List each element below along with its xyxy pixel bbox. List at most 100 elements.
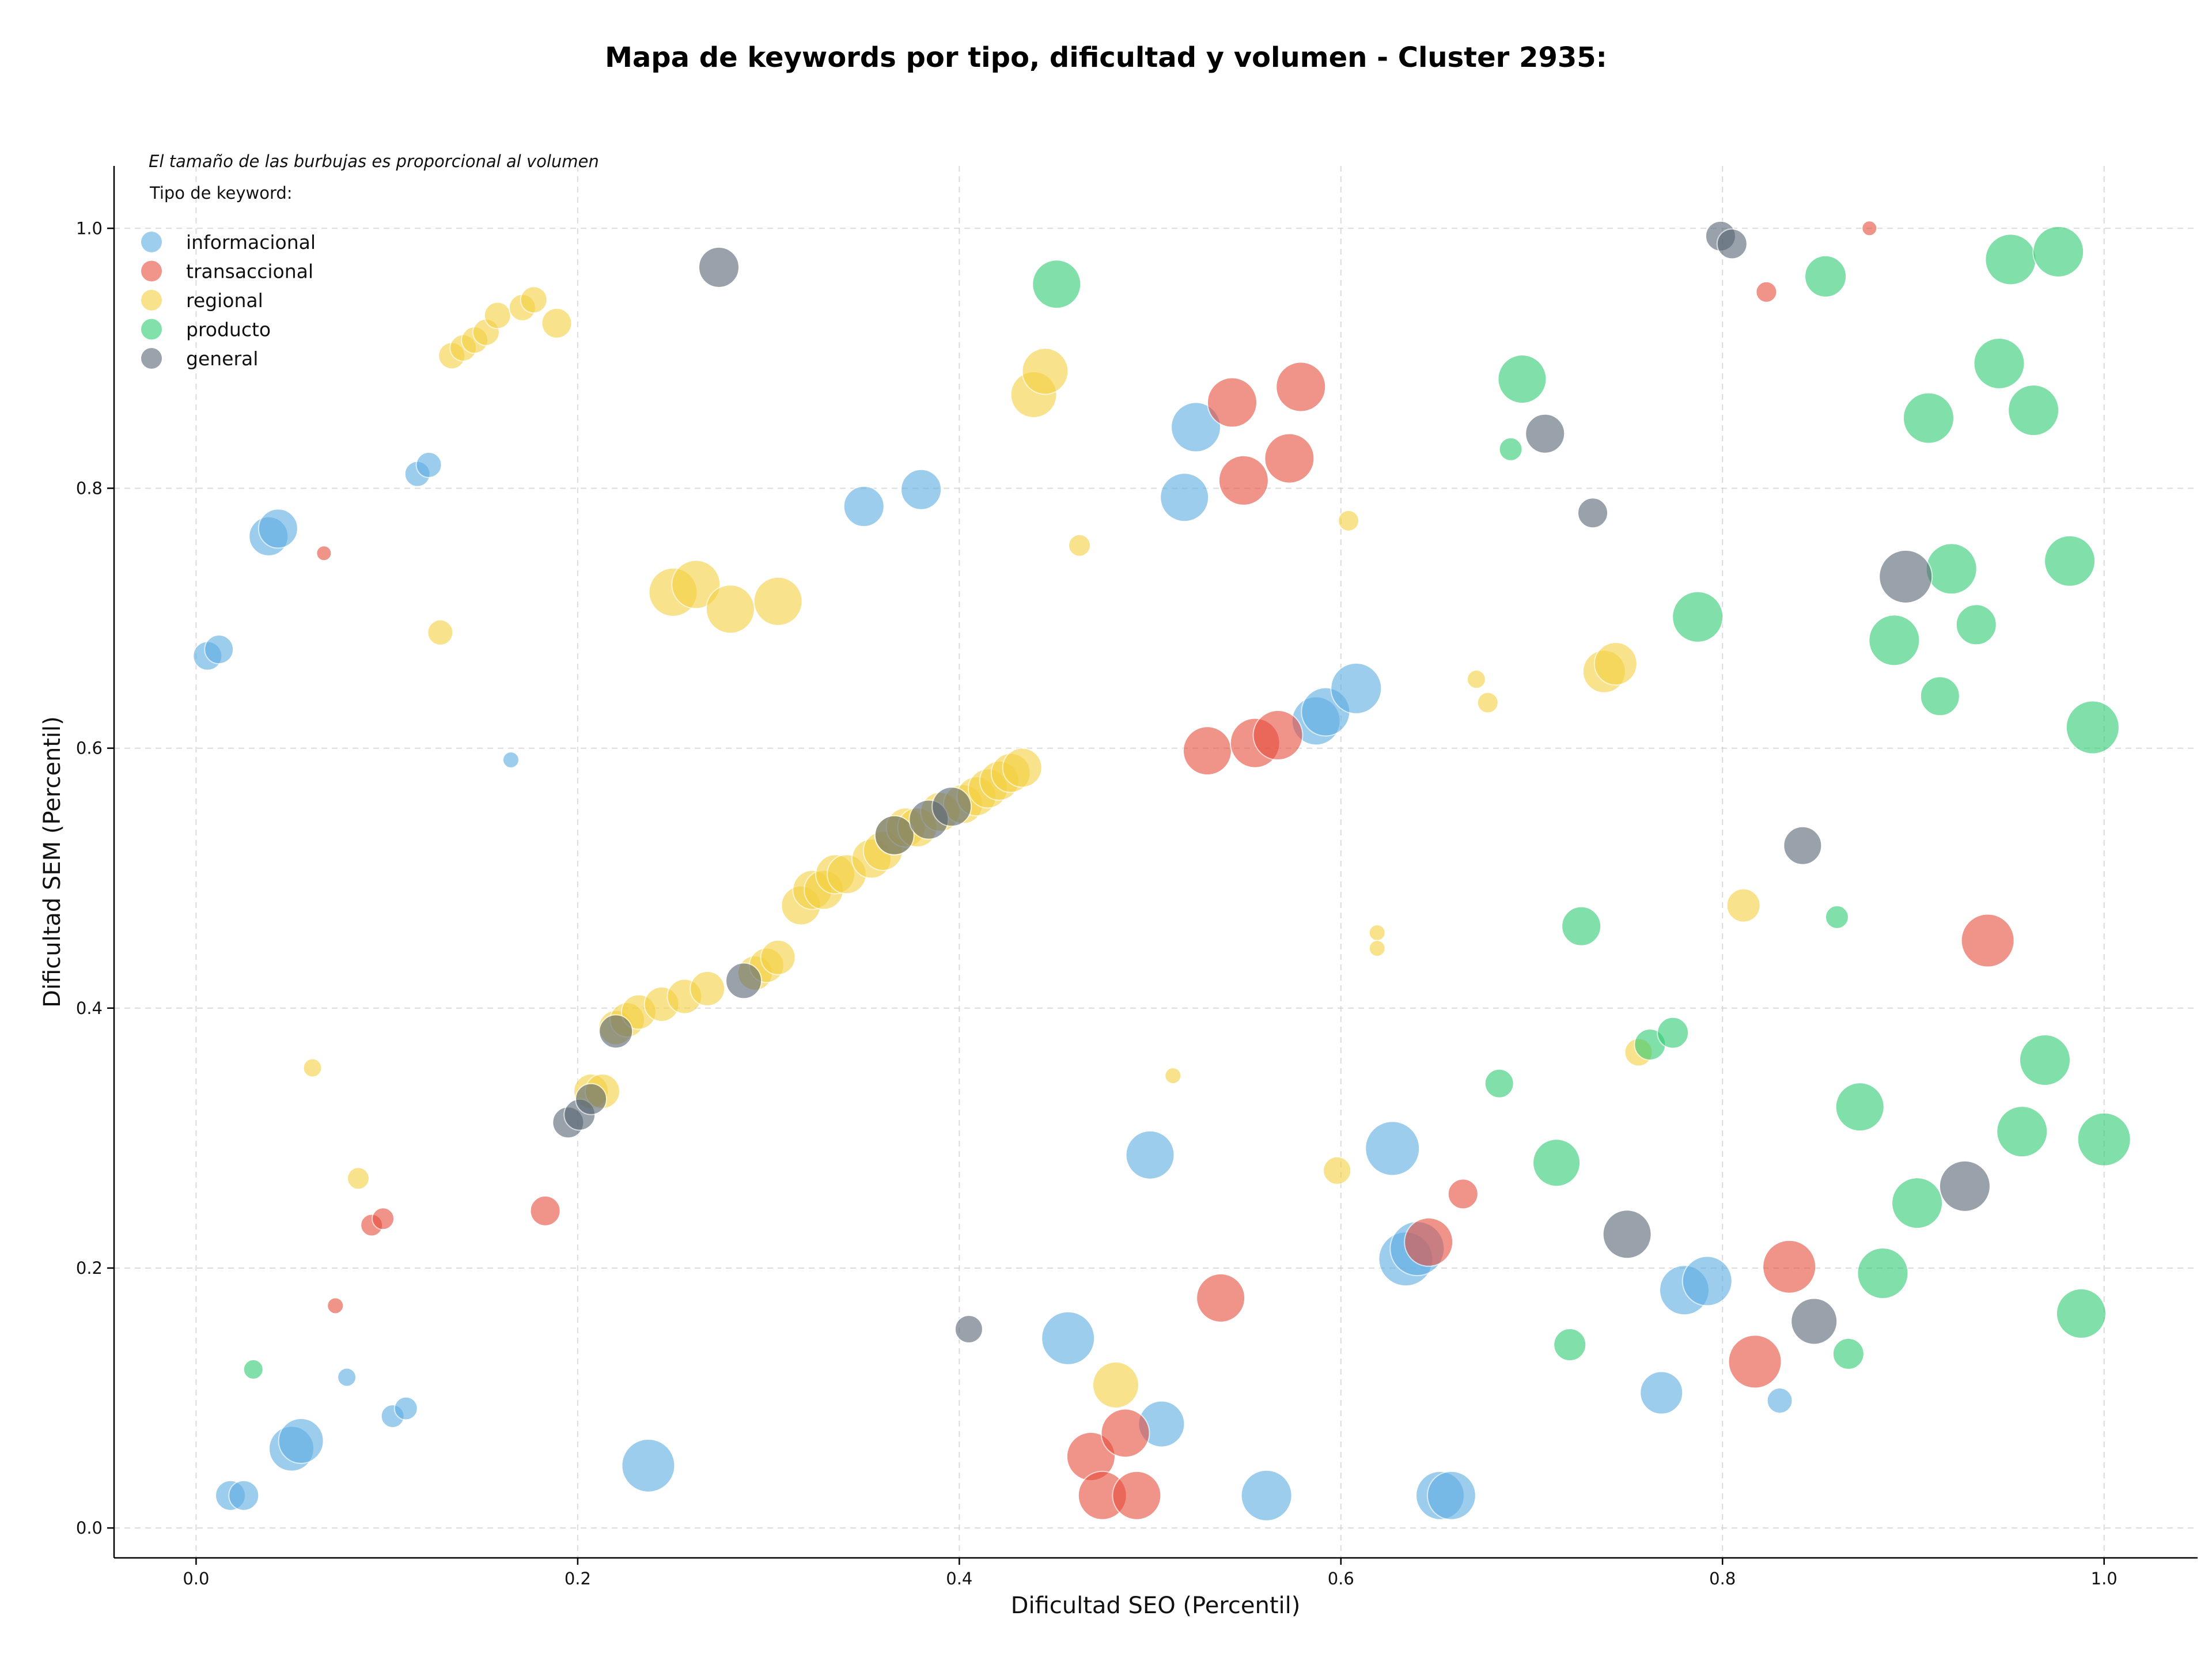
- bubble-producto: [1498, 437, 1523, 461]
- legend-marker-informacional: [141, 232, 162, 252]
- bubble-regional: [1368, 924, 1386, 941]
- bubble-producto: [2055, 1288, 2107, 1339]
- bubble-size-note: El tamaño de las burbujas es proporciona…: [149, 152, 599, 171]
- bubble-general: [931, 786, 972, 827]
- bubble-informacional: [1681, 1255, 1733, 1307]
- bubble-informacional: [228, 1480, 260, 1511]
- bubble-informacional: [1240, 1469, 1293, 1522]
- y-tick-label: 0.4: [76, 998, 103, 1018]
- bubble-regional: [1476, 691, 1499, 714]
- bubble-regional: [753, 576, 803, 626]
- bubble-general: [1938, 1160, 1991, 1212]
- bubble-producto: [1925, 543, 1978, 595]
- bubble-producto: [1484, 1068, 1514, 1099]
- bubble-transaccional: [1218, 455, 1269, 506]
- bubble-informacional: [900, 468, 942, 510]
- series-general: [552, 220, 1991, 1345]
- bubble-transaccional: [1206, 377, 1257, 428]
- chart-title: Mapa de keywords por tipo, dificultad y …: [605, 41, 1607, 74]
- x-tick-label: 0.4: [946, 1569, 972, 1588]
- bubble-general: [599, 1014, 634, 1049]
- bubble-transaccional: [316, 545, 332, 562]
- bubble-general: [725, 962, 763, 1000]
- bubble-transaccional: [1960, 913, 2015, 968]
- bubble-informacional: [1365, 1121, 1421, 1176]
- legend-label-informacional: informacional: [186, 231, 316, 253]
- bubble-transaccional: [1762, 1239, 1817, 1294]
- bubble-informacional: [843, 486, 885, 528]
- series-producto: [243, 225, 2131, 1380]
- bubble-regional: [1164, 1067, 1182, 1085]
- bubble-transaccional: [1112, 1470, 1162, 1520]
- bubble-transaccional: [1755, 281, 1778, 303]
- bubble-informacional: [1766, 1387, 1793, 1414]
- bubble-regional: [1338, 509, 1360, 532]
- x-axis-label: Dificultad SEO (Percentil): [1011, 1592, 1301, 1619]
- bubble-transaccional: [1275, 361, 1327, 413]
- bubble-producto: [1832, 1337, 1865, 1370]
- bubble-producto: [1891, 1177, 1944, 1229]
- bubble-producto: [1672, 591, 1724, 643]
- bubble-general: [874, 815, 915, 856]
- series-regional: [302, 286, 1761, 1409]
- y-axis-label: Dificultad SEM (Percentil): [39, 716, 66, 1008]
- bubble-informacional: [1041, 1311, 1096, 1365]
- bubble-regional: [520, 286, 548, 314]
- bubble-general: [1783, 826, 1823, 865]
- bubble-producto: [2032, 225, 2085, 278]
- legend-marker-producto: [141, 319, 162, 340]
- y-tick-label: 0.6: [76, 739, 103, 758]
- bubble-producto: [1835, 1082, 1885, 1132]
- bubble-general: [698, 246, 740, 288]
- gridlines: [114, 166, 2198, 1558]
- bubble-regional: [1726, 888, 1761, 923]
- bubble-producto: [2077, 1112, 2131, 1167]
- bubble-regional: [705, 584, 755, 634]
- bubble-transaccional: [1447, 1178, 1479, 1210]
- legend-marker-transaccional: [141, 260, 162, 282]
- bubble-informacional: [204, 634, 234, 665]
- bubble-producto: [1955, 604, 1997, 646]
- legend-label-producto: producto: [186, 319, 271, 341]
- x-tick-label: 1.0: [2091, 1569, 2118, 1588]
- series-transaccional: [316, 220, 2015, 1520]
- bubble-regional: [483, 301, 512, 330]
- bubble-producto: [1032, 259, 1082, 309]
- axes: [113, 166, 2198, 1559]
- bubble-transaccional: [1252, 710, 1304, 761]
- bubble-informacional: [337, 1367, 357, 1387]
- bubble-informacional: [1125, 1130, 1175, 1180]
- bubble-producto: [1657, 1016, 1690, 1049]
- x-tick-label: 0.6: [1328, 1569, 1354, 1588]
- bubble-regional: [671, 559, 721, 610]
- bubble-producto: [1973, 337, 2025, 389]
- bubble-informacional: [1426, 1470, 1476, 1520]
- bubble-producto: [1561, 906, 1602, 947]
- bubble-producto: [1902, 392, 1955, 444]
- bubble-informacional: [1639, 1371, 1684, 1415]
- bubble-general: [1525, 413, 1566, 454]
- bubble-regional: [690, 970, 726, 1007]
- bubble-producto: [2065, 700, 2120, 755]
- bubble-regional: [760, 939, 796, 975]
- bubble-producto: [1532, 1138, 1581, 1187]
- bubble-regional: [1323, 1156, 1352, 1185]
- bubble-producto: [1868, 614, 1921, 667]
- bubble-transaccional: [1264, 433, 1315, 484]
- bubble-informacional: [278, 1417, 324, 1464]
- bubble-general: [575, 1083, 608, 1115]
- bubble-transaccional: [529, 1195, 561, 1227]
- bubble-producto: [1497, 354, 1547, 404]
- bubble-regional: [1068, 534, 1092, 557]
- bubble-informacional: [621, 1438, 676, 1493]
- legend-label-transaccional: transaccional: [186, 260, 313, 283]
- y-tick-label: 0.2: [76, 1258, 103, 1278]
- bubble-producto: [243, 1359, 264, 1380]
- bubble-layer: [192, 220, 2131, 1522]
- bubble-general: [1716, 228, 1748, 260]
- bubble-regional: [1368, 940, 1386, 958]
- bubble-regional: [541, 307, 573, 339]
- x-tick-label: 0.8: [1709, 1569, 1736, 1588]
- bubble-general: [1878, 549, 1933, 604]
- bubble-transaccional: [1100, 1408, 1150, 1458]
